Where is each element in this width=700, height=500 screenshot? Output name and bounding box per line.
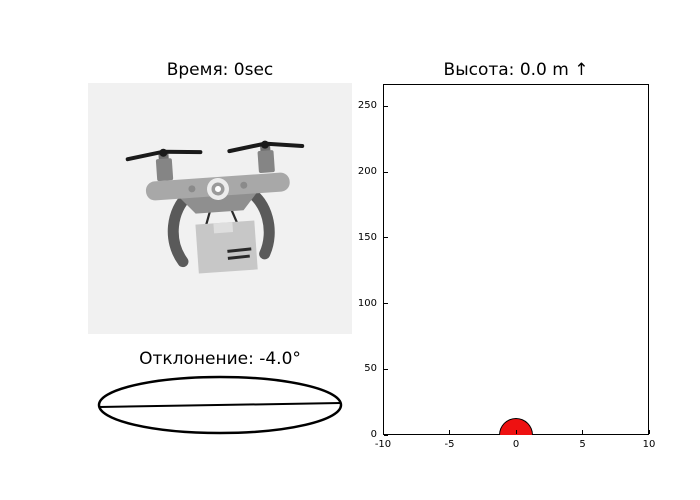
deviation-angle-line xyxy=(99,402,341,408)
height-panel-title: Высота: 0.0 m ↑ xyxy=(443,60,589,80)
deviation-ellipse-svg xyxy=(97,375,343,435)
x-tick-label: 5 xyxy=(579,439,586,450)
x-tick-label: -10 xyxy=(374,439,392,450)
y-tick-mark xyxy=(384,105,388,107)
y-tick-mark xyxy=(384,368,388,370)
x-tick-mark xyxy=(449,430,450,434)
x-tick-label: 0 xyxy=(512,439,520,450)
time-panel-title: Время: 0sec xyxy=(166,60,274,80)
x-tick-mark xyxy=(515,430,517,434)
x-tick-mark xyxy=(382,430,384,434)
y-tick-label: 50 xyxy=(364,363,377,375)
y-tick-label: 250 xyxy=(357,100,377,112)
deviation-indicator xyxy=(88,372,352,442)
x-tick-label: -5 xyxy=(444,439,455,450)
x-tick-mark xyxy=(648,430,650,434)
y-tick-label: 100 xyxy=(357,297,377,309)
left-motor-block xyxy=(155,158,174,182)
package-box xyxy=(195,220,258,274)
camera-hub-center xyxy=(215,186,221,192)
y-tick-mark xyxy=(384,434,388,436)
x-tick-label: 10 xyxy=(642,439,656,450)
y-tick-label: 200 xyxy=(357,166,377,178)
y-tick-mark xyxy=(384,237,388,239)
right-propeller-hub xyxy=(261,140,270,149)
package-label-line xyxy=(227,247,252,253)
package xyxy=(195,220,258,274)
drone-illustration xyxy=(125,140,305,274)
y-tick-mark xyxy=(384,171,388,173)
body-dot-right xyxy=(240,181,248,189)
y-tick-mark xyxy=(384,303,388,305)
height-plot-axes xyxy=(383,84,649,435)
y-tick-label: 150 xyxy=(357,231,377,243)
drone-image-panel xyxy=(88,83,352,334)
left-propeller-hub xyxy=(159,148,168,157)
body-dot-left xyxy=(188,185,196,193)
deviation-panel-title: Отклонение: -4.0° xyxy=(139,349,301,369)
package-tape-tab xyxy=(213,222,234,234)
package-label-line xyxy=(227,254,250,260)
x-tick-mark xyxy=(582,430,583,434)
drone-body-group xyxy=(125,140,305,274)
y-tick-label: 0 xyxy=(370,429,377,440)
right-motor-block xyxy=(257,150,275,173)
